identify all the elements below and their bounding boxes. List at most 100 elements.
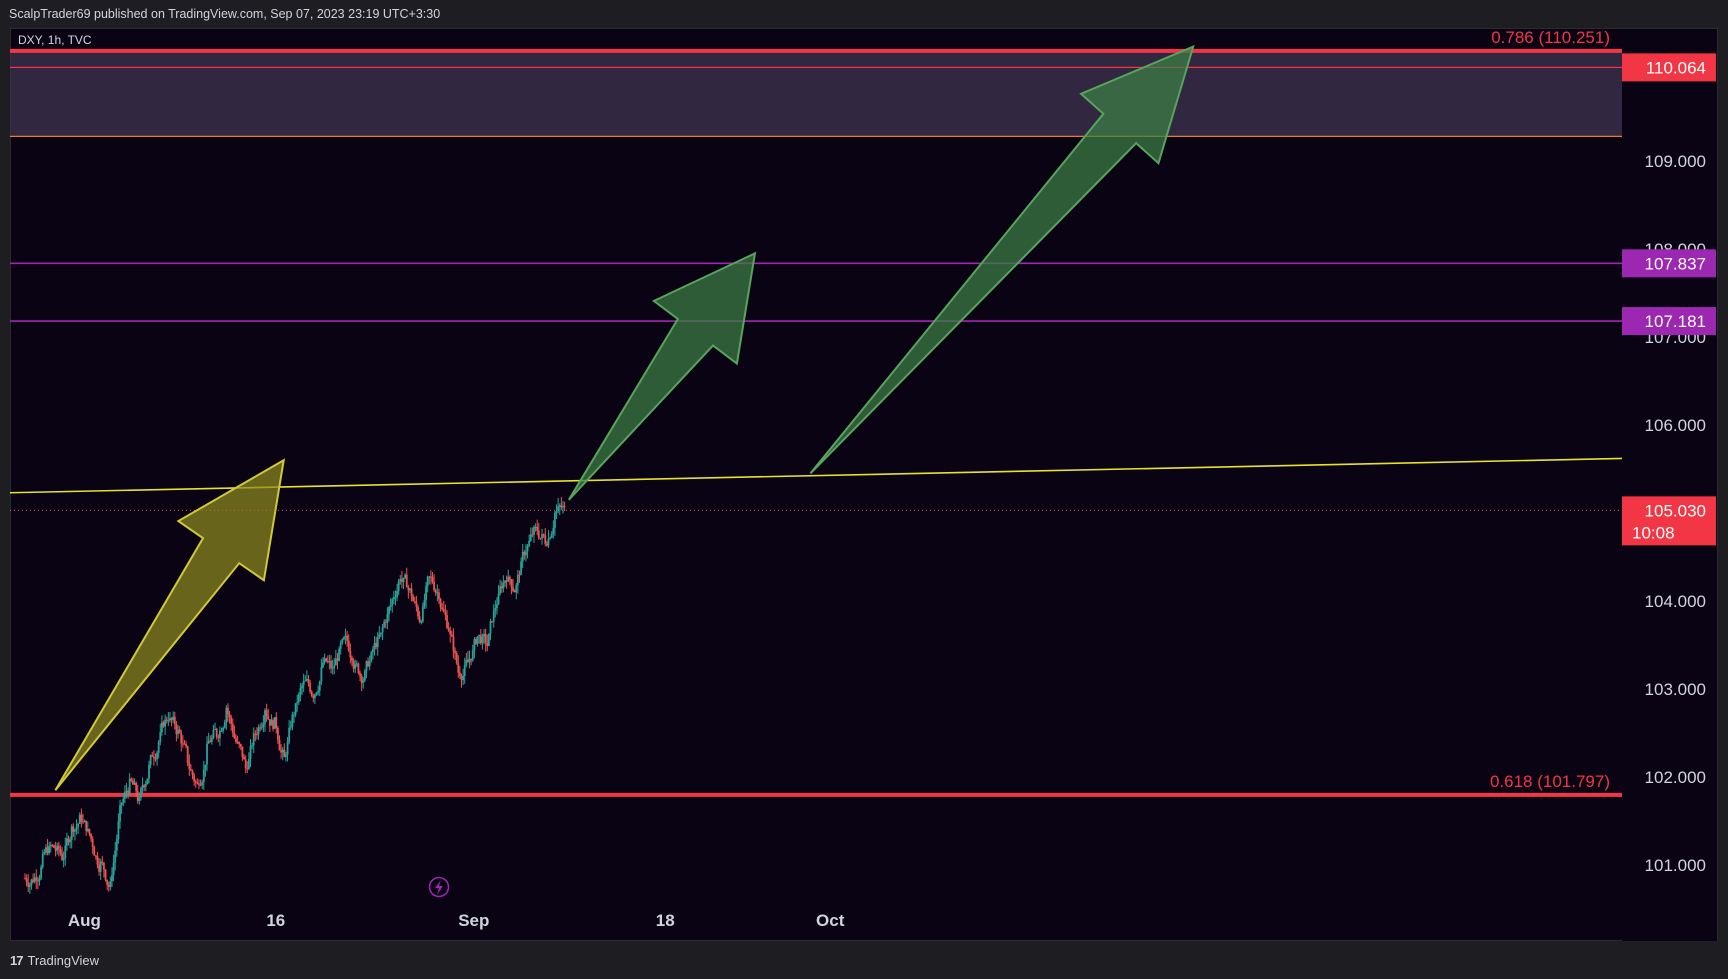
fib-label-fib-0786: 0.786 (110.251) bbox=[1491, 28, 1610, 47]
candle-body bbox=[515, 585, 518, 593]
candle-body bbox=[181, 743, 184, 745]
candle-body bbox=[505, 580, 508, 582]
candle-body bbox=[215, 728, 218, 737]
candle-body bbox=[246, 768, 249, 770]
candle-body bbox=[563, 506, 566, 508]
candle-body bbox=[276, 728, 279, 740]
y-tick-label: 103.000 bbox=[1645, 680, 1706, 699]
candle-body bbox=[518, 574, 521, 576]
candle-body bbox=[93, 846, 96, 856]
candle-body bbox=[103, 862, 105, 870]
candle-body bbox=[512, 587, 514, 591]
candle-body bbox=[64, 845, 67, 859]
candle-body bbox=[562, 506, 564, 508]
tradingview-logo-icon: 17 bbox=[10, 953, 24, 968]
candle-body bbox=[86, 828, 89, 832]
candle-body bbox=[471, 650, 474, 661]
candle-body bbox=[125, 790, 128, 792]
candle-body bbox=[359, 672, 361, 676]
candle-body bbox=[273, 717, 276, 729]
candle-body bbox=[270, 719, 273, 726]
candle-body bbox=[77, 823, 80, 827]
candle-body bbox=[368, 661, 371, 667]
candle-body bbox=[56, 845, 59, 851]
symbol-label[interactable]: DXY, 1h, TVC bbox=[18, 33, 92, 47]
candle-body bbox=[539, 537, 542, 539]
candle-body bbox=[228, 714, 231, 718]
yellow-arrow bbox=[54, 458, 286, 791]
candle-body bbox=[30, 879, 33, 886]
candle-body bbox=[204, 764, 207, 770]
candle-body bbox=[339, 642, 342, 649]
candle-body bbox=[167, 720, 170, 722]
candle-body bbox=[347, 640, 350, 651]
resistance-zone bbox=[10, 50, 1622, 137]
candle-body bbox=[334, 658, 337, 666]
candle-body bbox=[185, 743, 187, 747]
candle-body bbox=[380, 632, 382, 635]
candle-body bbox=[325, 658, 328, 662]
candle-body bbox=[25, 878, 28, 882]
candle-body bbox=[218, 731, 221, 738]
candle-body bbox=[82, 821, 84, 823]
candle-body bbox=[333, 665, 336, 668]
candle-body bbox=[507, 576, 510, 582]
candle-body bbox=[88, 828, 91, 834]
candle-body bbox=[291, 714, 294, 727]
candle-body bbox=[450, 634, 453, 637]
chart-pane[interactable] bbox=[10, 28, 1718, 941]
candle-body bbox=[43, 852, 46, 854]
candle-body bbox=[523, 552, 526, 556]
candle-body bbox=[489, 620, 492, 634]
candle-body bbox=[323, 658, 326, 663]
badge-level-107181: 107.181 bbox=[1645, 312, 1706, 331]
candle-body bbox=[285, 754, 287, 758]
candle-body bbox=[355, 663, 358, 665]
candle-body bbox=[151, 755, 154, 757]
candle-body bbox=[529, 534, 532, 541]
candle-body bbox=[447, 627, 450, 631]
candle-body bbox=[99, 861, 102, 872]
candle-body bbox=[69, 840, 71, 843]
candle-body bbox=[275, 717, 278, 729]
candle-body bbox=[241, 746, 244, 757]
candle-body bbox=[251, 745, 254, 747]
candle-body bbox=[555, 511, 558, 513]
candle-body bbox=[430, 576, 432, 578]
candle-body bbox=[115, 838, 118, 851]
candle-body bbox=[431, 576, 434, 582]
candle-body bbox=[107, 884, 110, 887]
candle-body bbox=[233, 733, 236, 739]
candle-body bbox=[238, 742, 241, 745]
candle-body bbox=[223, 722, 226, 728]
footer-brand[interactable]: 17 TradingView bbox=[10, 948, 99, 974]
candle-body bbox=[526, 546, 529, 552]
candle-body bbox=[338, 648, 340, 661]
candle-body bbox=[455, 653, 458, 663]
candle-body bbox=[312, 696, 315, 699]
candle-body bbox=[331, 667, 334, 669]
candle-body bbox=[468, 658, 471, 663]
current-price-countdown: 10:08 bbox=[1632, 523, 1675, 542]
candle-body bbox=[27, 881, 30, 887]
candle-body bbox=[534, 526, 537, 528]
candle-body bbox=[254, 733, 257, 735]
candle-body bbox=[309, 683, 311, 692]
candle-body bbox=[180, 732, 183, 744]
candle-body bbox=[278, 739, 281, 751]
candle-body bbox=[500, 586, 503, 589]
candle-body bbox=[85, 820, 88, 832]
candle-body bbox=[496, 604, 498, 609]
candle-body bbox=[497, 593, 500, 605]
candle-body bbox=[425, 586, 427, 600]
candle-body bbox=[536, 526, 539, 531]
candle-body bbox=[510, 579, 513, 588]
candle-body bbox=[65, 838, 68, 846]
candle-body bbox=[119, 805, 121, 822]
candle-body bbox=[186, 746, 189, 764]
candle-body bbox=[98, 864, 100, 872]
candle-body bbox=[70, 826, 73, 841]
candle-body bbox=[96, 856, 99, 865]
candle-body bbox=[409, 588, 411, 591]
